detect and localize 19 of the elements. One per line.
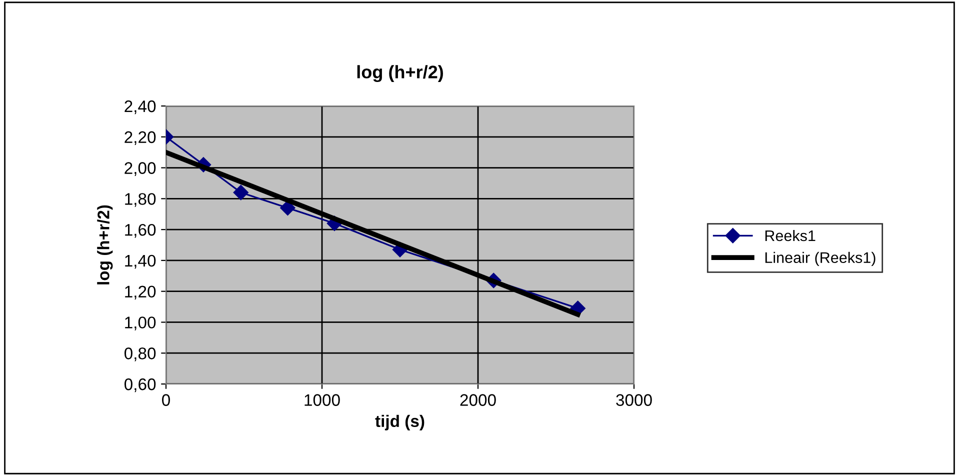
x-axis-title: tijd (s) bbox=[375, 414, 424, 430]
y-tick-label: 2,40 bbox=[124, 100, 156, 114]
x-tick-label: 0 bbox=[162, 394, 170, 406]
x-tick-label: 1000 bbox=[304, 394, 340, 406]
y-tick-label: 2,00 bbox=[124, 162, 156, 176]
y-tick-label: 1,40 bbox=[125, 254, 156, 269]
y-tick-label: 0,80 bbox=[124, 348, 156, 362]
legend-label: Lineair (Reeks1) bbox=[765, 252, 876, 266]
y-tick-label: 1,80 bbox=[125, 193, 156, 207]
y-tick-label: 1,00 bbox=[125, 316, 156, 330]
y-tick-label: 1,60 bbox=[125, 224, 156, 238]
x-tick-label: 2000 bbox=[460, 394, 496, 406]
y-tick-label: 0,60 bbox=[124, 378, 156, 392]
legend-label: Reeks1 bbox=[765, 230, 816, 242]
y-axis-title: log (h+r/2) bbox=[97, 205, 113, 284]
y-tick-label: 1,20 bbox=[125, 286, 156, 300]
x-tick-label: 3000 bbox=[616, 394, 652, 406]
chart-title: log (h+r/2) bbox=[357, 65, 443, 82]
y-tick-label: 2,20 bbox=[124, 131, 156, 146]
